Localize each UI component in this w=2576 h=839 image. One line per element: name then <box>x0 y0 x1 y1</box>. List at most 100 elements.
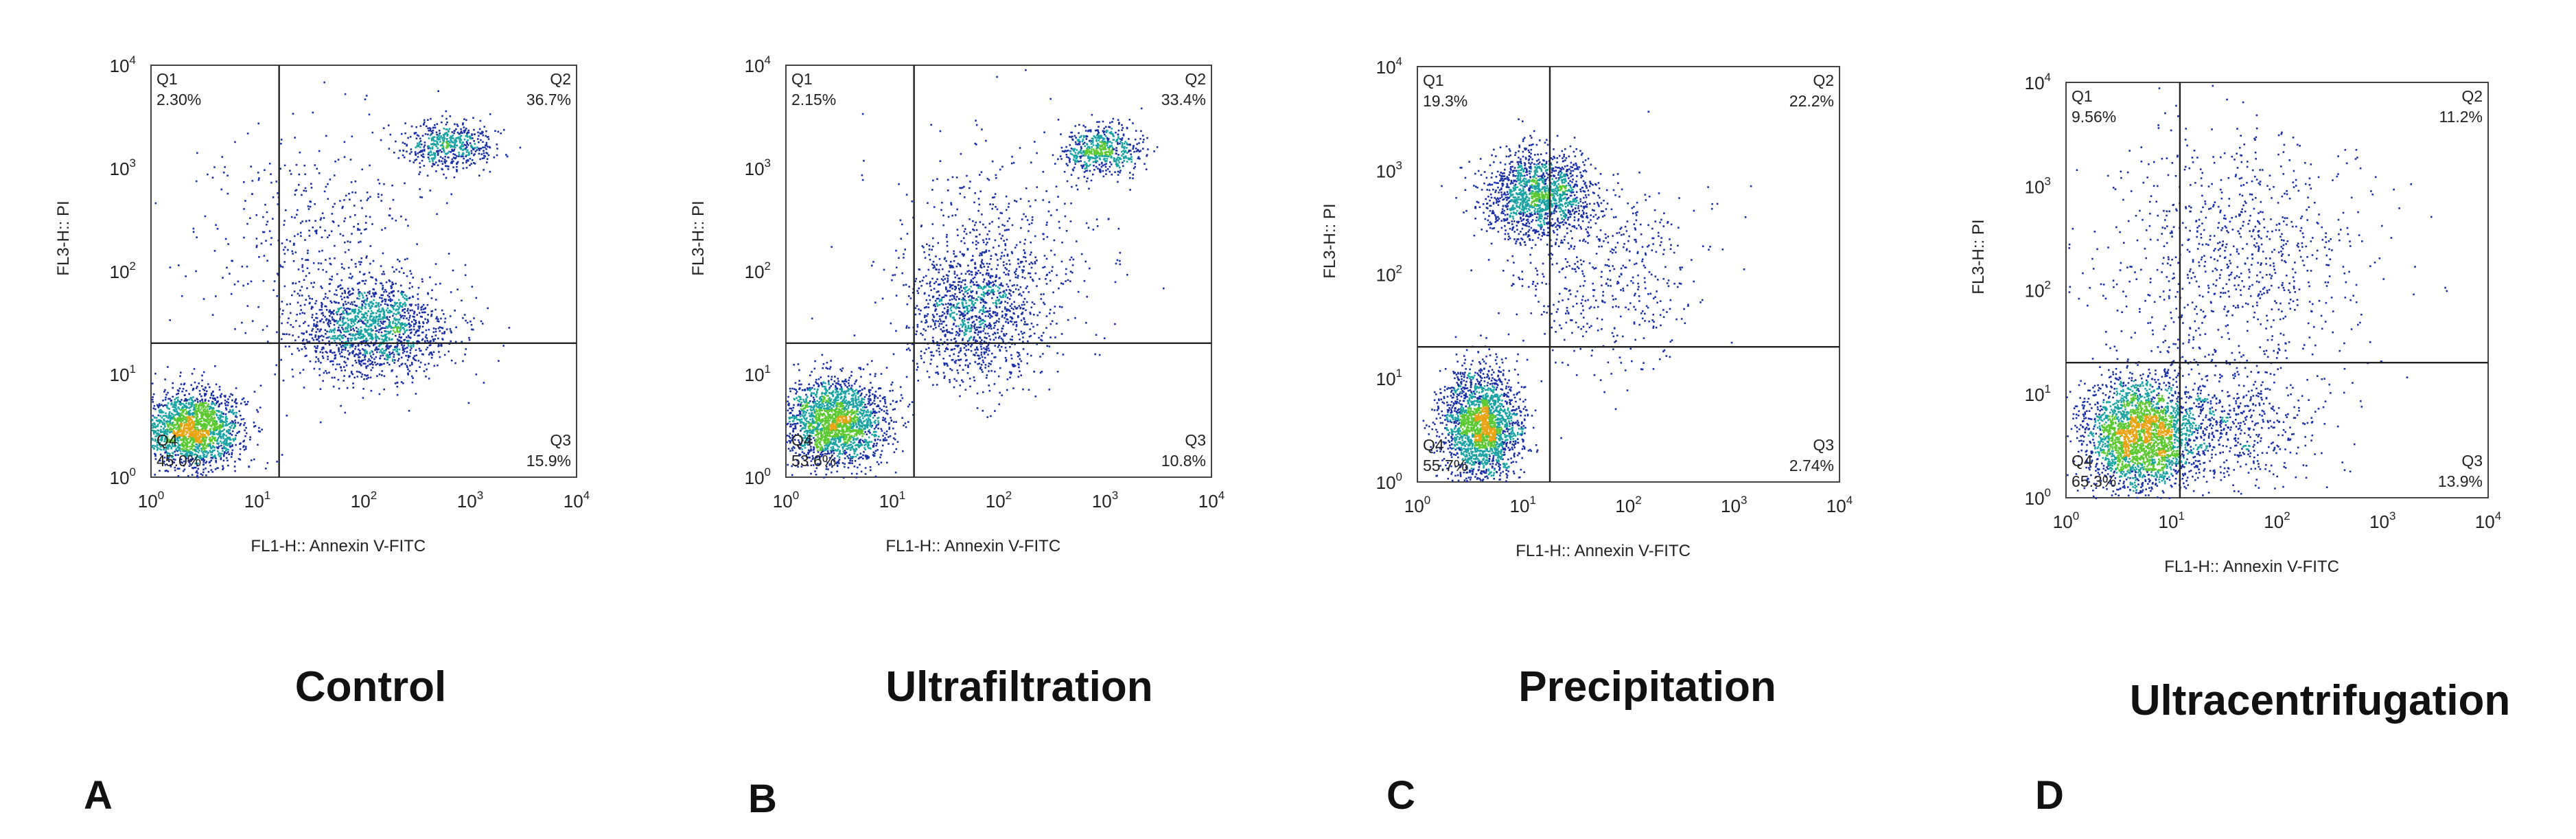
event-dot <box>187 460 189 462</box>
event-dot <box>204 441 207 444</box>
event-dot <box>305 299 308 301</box>
event-dot <box>386 339 388 342</box>
event-dot <box>418 173 420 176</box>
event-dot <box>400 356 403 359</box>
event-dot <box>159 422 161 424</box>
event-dot <box>181 424 183 426</box>
event-dot <box>399 305 402 308</box>
event-dot <box>456 288 459 290</box>
event-dot <box>224 447 227 449</box>
event-dot <box>392 349 395 351</box>
event-dot <box>354 263 357 265</box>
event-dot <box>185 398 187 400</box>
event-dot <box>202 405 204 407</box>
event-dot <box>168 444 170 446</box>
event-dot <box>402 382 404 384</box>
event-dot <box>158 403 161 405</box>
event-dot <box>428 378 430 380</box>
event-dot <box>419 196 421 198</box>
event-dot <box>430 130 432 133</box>
event-dot <box>360 200 362 202</box>
event-dot <box>347 323 349 325</box>
event-dot <box>813 411 816 413</box>
event-dot <box>392 322 394 324</box>
event-dot <box>202 298 205 300</box>
event-dot <box>823 430 825 433</box>
event-dot <box>396 326 398 329</box>
event-dot <box>845 426 847 428</box>
event-dot <box>218 427 221 429</box>
event-dot <box>369 245 372 247</box>
event-dot <box>224 451 226 453</box>
event-dot <box>213 250 216 252</box>
event-dot <box>303 312 305 314</box>
event-dot <box>151 446 154 448</box>
flow-panel-b: Q1 2.15% Q2 33.4% Q3 10.8% Q4 53.6% 100 100 101 101… <box>638 0 1277 839</box>
event-dot <box>262 216 264 218</box>
event-dot <box>375 356 378 358</box>
event-dot <box>208 461 211 463</box>
event-dot <box>309 297 311 299</box>
event-dot <box>404 323 406 325</box>
event-dot <box>421 150 423 152</box>
event-dot <box>378 310 381 312</box>
event-dot <box>430 150 432 152</box>
event-dot <box>153 433 155 435</box>
event-dot <box>207 433 209 435</box>
event-dot <box>226 448 228 450</box>
y-tick-label: 103 <box>110 157 136 179</box>
event-dot <box>363 229 366 231</box>
event-dot <box>170 439 173 441</box>
event-dot <box>246 400 249 403</box>
event-dot <box>355 353 358 356</box>
event-dot <box>199 400 201 402</box>
event-dot <box>198 422 200 424</box>
event-dot <box>183 446 185 448</box>
event-dot <box>163 431 165 434</box>
event-dot <box>297 347 299 349</box>
event-dot <box>327 324 329 326</box>
event-dot <box>410 151 413 153</box>
event-dot <box>362 273 365 276</box>
event-dot <box>894 408 896 411</box>
event-dot <box>208 418 211 421</box>
event-dot <box>203 413 205 415</box>
event-dot <box>885 406 887 408</box>
event-dot <box>369 319 371 321</box>
event-dot <box>223 443 225 445</box>
event-dot <box>851 425 853 428</box>
event-dot <box>397 319 399 321</box>
event-dot <box>358 291 361 293</box>
event-dot <box>244 332 246 334</box>
event-dot <box>202 425 204 427</box>
event-dot <box>882 417 885 419</box>
event-dot <box>339 319 341 321</box>
event-dot <box>856 419 859 422</box>
event-dot <box>227 443 230 445</box>
event-dot <box>425 376 427 378</box>
event-dot <box>301 340 304 342</box>
event-dot <box>478 149 480 152</box>
event-dot <box>224 395 227 397</box>
event-dot <box>386 303 388 306</box>
event-dot <box>347 330 349 332</box>
x-tick-label: 102 <box>351 489 377 512</box>
event-dot <box>303 164 305 167</box>
event-dot <box>182 388 185 390</box>
event-dot <box>182 450 185 452</box>
event-dot <box>415 137 418 139</box>
event-dot <box>203 449 206 451</box>
event-dot <box>306 287 308 290</box>
event-dot <box>239 424 241 426</box>
event-dot <box>415 321 417 324</box>
event-dot <box>462 122 464 124</box>
event-dot <box>178 449 180 451</box>
event-dot <box>170 440 172 443</box>
event-dot <box>455 140 458 143</box>
event-dot <box>194 453 196 455</box>
event-dot <box>309 334 311 336</box>
event-dot <box>162 400 164 402</box>
event-dot <box>206 424 209 426</box>
event-dot <box>233 422 235 425</box>
event-dot <box>316 321 318 323</box>
